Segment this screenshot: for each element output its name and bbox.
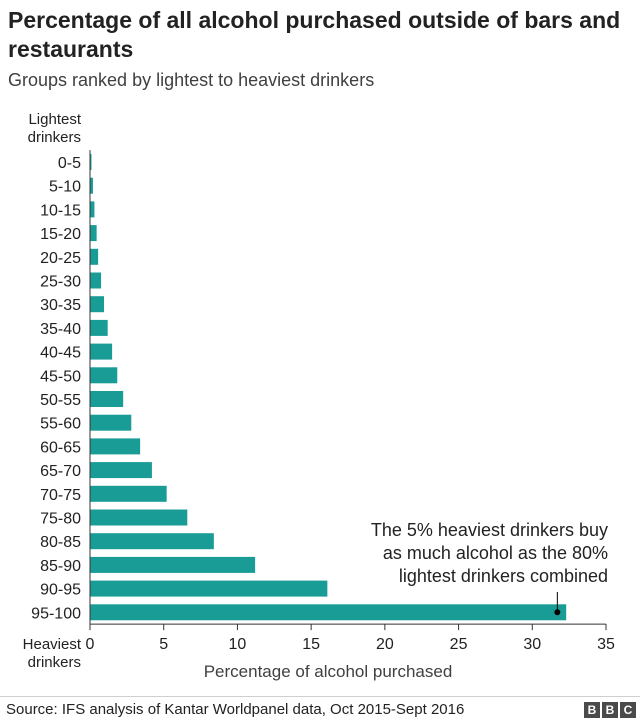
- y-axis-bottom-label: Heaviest: [23, 636, 82, 653]
- annotation-text: as much alcohol as the 80%: [383, 543, 608, 563]
- bar: [90, 367, 118, 384]
- y-tick-label: 15-20: [40, 226, 81, 243]
- x-tick-label: 30: [523, 636, 541, 653]
- bar: [90, 319, 108, 336]
- bar: [90, 177, 93, 194]
- bar: [90, 533, 214, 550]
- bar: [90, 414, 132, 431]
- y-tick-label: 95-100: [31, 605, 81, 622]
- y-axis-top-label: drinkers: [28, 129, 81, 146]
- y-tick-label: 40-45: [40, 345, 81, 362]
- bar: [90, 225, 97, 242]
- bar: [90, 343, 113, 360]
- y-axis-top-label: Lightest: [28, 111, 81, 128]
- y-tick-label: 85-90: [40, 558, 81, 575]
- y-tick-label: 50-55: [40, 392, 81, 409]
- bar: [90, 604, 567, 621]
- bar: [90, 154, 92, 170]
- bar: [90, 556, 256, 573]
- bbc-logo-letter: B: [584, 702, 600, 718]
- bar: [90, 391, 124, 407]
- y-tick-label: 20-25: [40, 250, 81, 267]
- x-tick-label: 0: [86, 636, 95, 653]
- y-tick-label: 30-35: [40, 297, 81, 314]
- y-tick-label: 5-10: [49, 179, 81, 196]
- y-tick-label: 55-60: [40, 416, 81, 433]
- y-tick-label: 90-95: [40, 582, 81, 599]
- bar: [90, 462, 152, 479]
- y-tick-label: 10-15: [40, 202, 81, 219]
- chart-title: Percentage of all alcohol purchased outs…: [8, 7, 621, 62]
- x-tick-label: 25: [450, 636, 468, 653]
- x-tick-label: 5: [159, 636, 168, 653]
- x-tick-label: 35: [597, 636, 615, 653]
- y-tick-label: 60-65: [40, 439, 81, 456]
- bar-chart: Lightestdrinkers0-55-1010-1515-2020-2525…: [23, 111, 615, 681]
- bar: [90, 248, 99, 265]
- bar: [90, 509, 188, 526]
- bar: [90, 438, 141, 455]
- y-tick-label: 70-75: [40, 487, 81, 504]
- bar: [90, 296, 105, 313]
- y-tick-label: 45-50: [40, 368, 81, 385]
- x-tick-label: 15: [302, 636, 320, 653]
- annotation-dot: [554, 609, 561, 616]
- y-axis-bottom-label: drinkers: [28, 654, 81, 671]
- bbc-logo-letter: B: [602, 702, 618, 718]
- footer-divider: [0, 696, 640, 697]
- bar: [90, 272, 102, 289]
- x-axis-title: Percentage of alcohol purchased: [204, 662, 453, 681]
- y-tick-label: 80-85: [40, 534, 81, 551]
- bar: [90, 201, 95, 218]
- y-tick-label: 35-40: [40, 321, 81, 338]
- annotation-text: lightest drinkers combined: [399, 566, 608, 586]
- y-tick-label: 75-80: [40, 511, 81, 528]
- bbc-logo: B B C: [584, 702, 636, 718]
- annotation-text: The 5% heaviest drinkers buy: [371, 520, 608, 540]
- y-tick-label: 65-70: [40, 463, 81, 480]
- source-note: Source: IFS analysis of Kantar Worldpane…: [6, 701, 465, 718]
- bar: [90, 485, 167, 502]
- bbc-logo-letter: C: [620, 702, 636, 718]
- bar: [90, 580, 328, 597]
- x-tick-label: 10: [229, 636, 247, 653]
- y-tick-label: 0-5: [58, 155, 81, 172]
- chart-subtitle: Groups ranked by lightest to heaviest dr…: [8, 70, 375, 90]
- x-tick-label: 20: [376, 636, 394, 653]
- y-tick-label: 25-30: [40, 274, 81, 291]
